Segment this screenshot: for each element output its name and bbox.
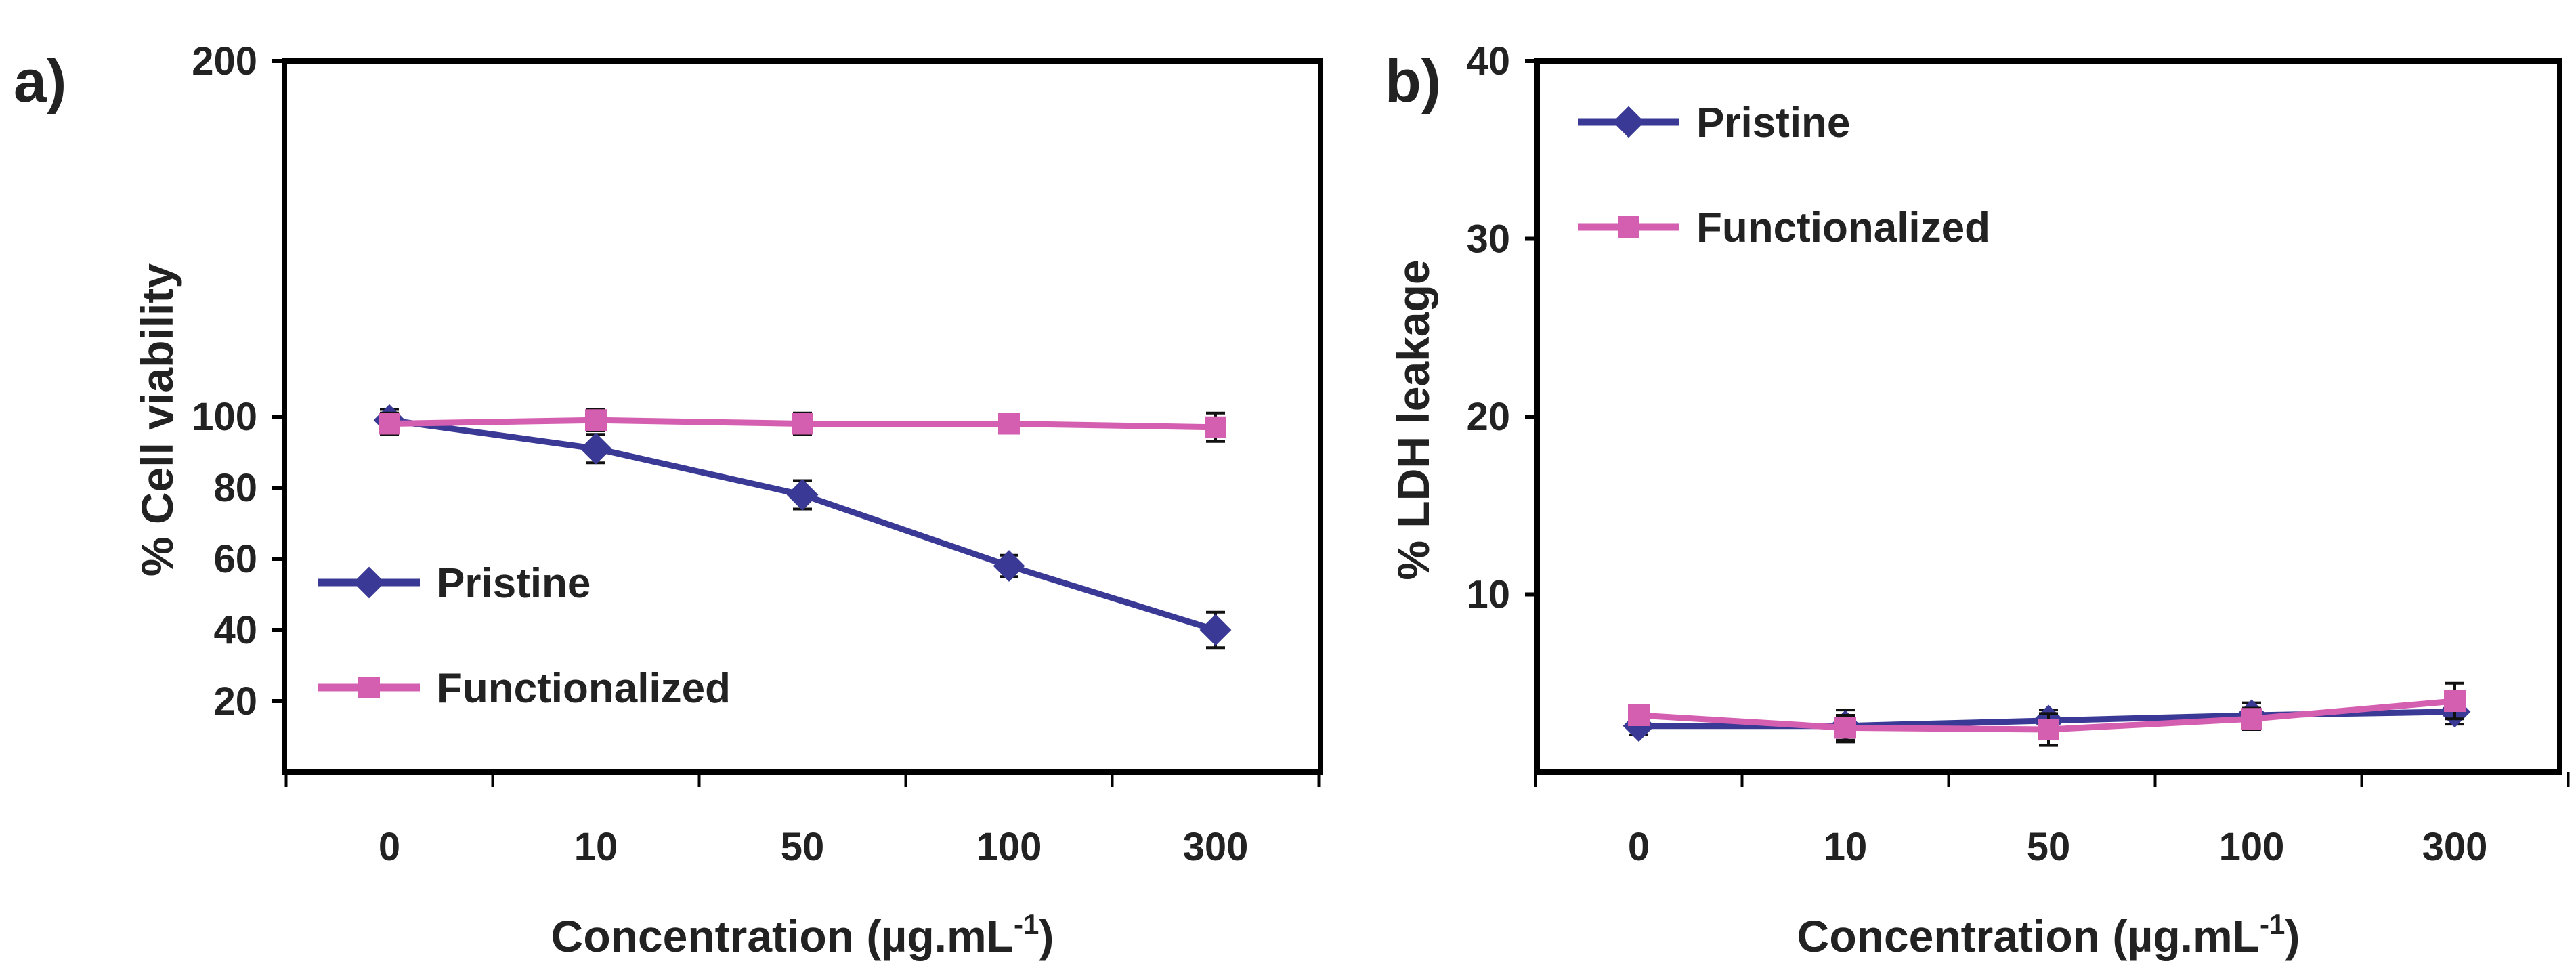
panel-b-x-tick-label: 0 (1628, 825, 1650, 869)
panel-b-x-axis-label-superscript: -1 (2260, 908, 2285, 940)
panel-a-y-tick-label: 20 (213, 679, 257, 723)
panel-a-x-tick-label: 50 (781, 825, 825, 869)
panel-b-x-tick-label: 300 (2422, 825, 2488, 869)
panel-a-x-axis-label-superscript: -1 (1014, 908, 1039, 940)
panel-b-chart: b) 10 20 30 40 0 10 50 100 300 Pristine Function… (1385, 39, 2570, 961)
panel-b-x-axis-label-main: Concentration (µg.mL (1797, 911, 2260, 961)
panel-b-y-tick-label: 10 (1466, 573, 1510, 617)
panel-b-data-point-functionalized (1628, 704, 1650, 726)
panel-b-y-tick-label: 30 (1466, 217, 1510, 261)
panel-a-x-axis-label: Concentration (µg.mL-1) (551, 908, 1054, 961)
panel-a-x-axis-label-main: Concentration (µg.mL (551, 911, 1014, 961)
panel-b-x-tick-label: 50 (2027, 825, 2071, 869)
panel-b-y-axis-label: % LDH leakage (1388, 259, 1438, 580)
panel-b-x-axis-label-close: ) (2285, 911, 2300, 961)
panel-a-y-tick-label: 40 (213, 608, 257, 652)
panel-b-legend-marker (1612, 106, 1645, 138)
panel-b-data-point-functionalized (2444, 690, 2466, 712)
panel-a-data-point-functionalized (585, 409, 607, 431)
panel-a-y-tick-label: 60 (213, 537, 257, 581)
panel-a-data-point-pristine (580, 432, 612, 465)
panel-a-data-point-pristine (786, 479, 819, 511)
panel-a-data-point-functionalized (1205, 416, 1226, 438)
panel-b-plot-frame (1534, 58, 2562, 775)
panel-a-y-axis-label: % Cell viability (132, 263, 182, 576)
panel-a-y-tick-label: 80 (213, 466, 257, 510)
panel-a-legend-marker (358, 677, 380, 698)
panel-a-legend-marker (353, 566, 385, 599)
panel-a-label: a) (14, 47, 66, 114)
panel-b-x-tick-label: 100 (2219, 825, 2285, 869)
panel-a-chart: a) 20 40 60 80 100 200 0 10 50 100 300 Pristine Fu… (14, 39, 1323, 961)
panel-b-data-point-functionalized (2241, 708, 2262, 730)
panel-b-data-point-functionalized (2038, 719, 2059, 740)
panel-b-legend-label: Functionalized (1696, 205, 1990, 251)
panel-b-legend-marker (1618, 216, 1639, 238)
panel-a-y-tick-label: 100 (192, 395, 257, 439)
panel-a-data-point-functionalized (379, 413, 400, 435)
panel-b-x-tick-label: 10 (1824, 825, 1868, 869)
panel-a-data-point-pristine (1199, 614, 1232, 646)
panel-b-legend-label: Pristine (1696, 100, 1850, 146)
panel-a-data-point-pristine (993, 550, 1025, 582)
panel-a-x-axis-label-close: ) (1039, 911, 1054, 961)
panel-b-data-point-functionalized (1834, 717, 1856, 739)
panel-a-data-point-functionalized (792, 413, 813, 435)
panel-a-y-tick-label: 200 (192, 39, 257, 83)
panel-b-x-axis-label: Concentration (µg.mL-1) (1797, 908, 2300, 961)
panel-b-y-tick-label: 40 (1466, 39, 1510, 83)
panel-a-legend-label: Pristine (437, 560, 591, 607)
panel-a-x-tick-label: 300 (1183, 825, 1249, 869)
panel-a-x-tick-label: 0 (379, 825, 400, 869)
panel-a-x-tick-label: 10 (574, 825, 618, 869)
panel-a-x-tick-label: 100 (976, 825, 1042, 869)
panel-b-y-tick-label: 20 (1466, 395, 1510, 439)
panel-a-legend-label: Functionalized (437, 665, 731, 712)
panel-b-label: b) (1385, 47, 1441, 114)
panel-a-data-point-functionalized (998, 413, 1020, 435)
